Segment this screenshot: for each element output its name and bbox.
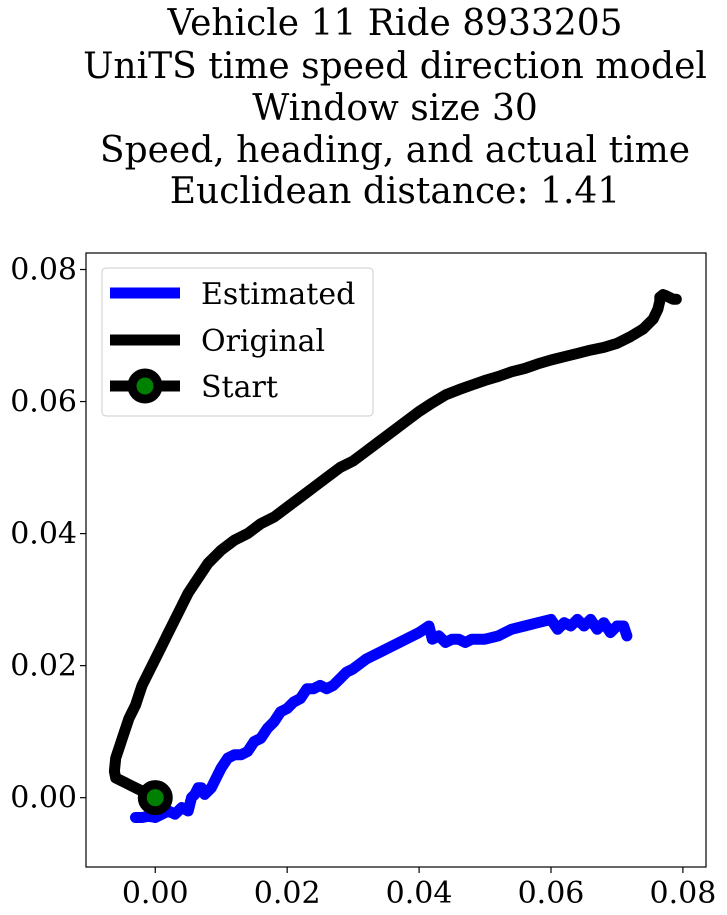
chart-title-line-3: Window size 30: [252, 88, 538, 129]
y-tick-label: 0.06: [10, 385, 77, 420]
x-tick-label: 0.02: [254, 876, 321, 911]
legend-swatch-start-marker: [127, 368, 163, 404]
series-line-original: [108, 289, 682, 804]
chart-title-line-5: Euclidean distance: 1.41: [170, 171, 620, 212]
x-tick-label: 0.06: [518, 876, 585, 911]
chart-title: Vehicle 11 Ride 8933205 UniTS time speed…: [83, 3, 707, 212]
series-line-estimated: [130, 613, 633, 823]
series-layer: [108, 289, 682, 823]
chart-title-line-1: Vehicle 11 Ride 8933205: [166, 3, 622, 44]
chart-title-line-4: Speed, heading, and actual time: [100, 130, 690, 171]
x-tick-label: 0.00: [122, 876, 189, 911]
y-tick-label: 0.04: [10, 517, 77, 552]
plot-area-frame: [85, 252, 707, 868]
x-axis: 0.00 0.02 0.04 0.06 0.08: [122, 867, 716, 911]
y-tick-label: 0.08: [10, 253, 77, 288]
y-axis: 0.00 0.02 0.04 0.06 0.08: [10, 253, 86, 816]
chart-title-line-2: UniTS time speed direction model: [83, 46, 707, 87]
series-marker-start: [137, 780, 173, 816]
x-tick-label: 0.04: [386, 876, 453, 911]
legend-label-original: Original: [201, 324, 325, 359]
y-tick-label: 0.02: [10, 649, 77, 684]
legend-frame: [101, 267, 374, 417]
x-tick-label: 0.08: [650, 876, 717, 911]
legend-label-estimated: Estimated: [201, 277, 355, 312]
legend-label-start: Start: [201, 370, 278, 405]
y-tick-label: 0.00: [10, 781, 77, 816]
legend: Estimated Original Start: [101, 267, 374, 417]
